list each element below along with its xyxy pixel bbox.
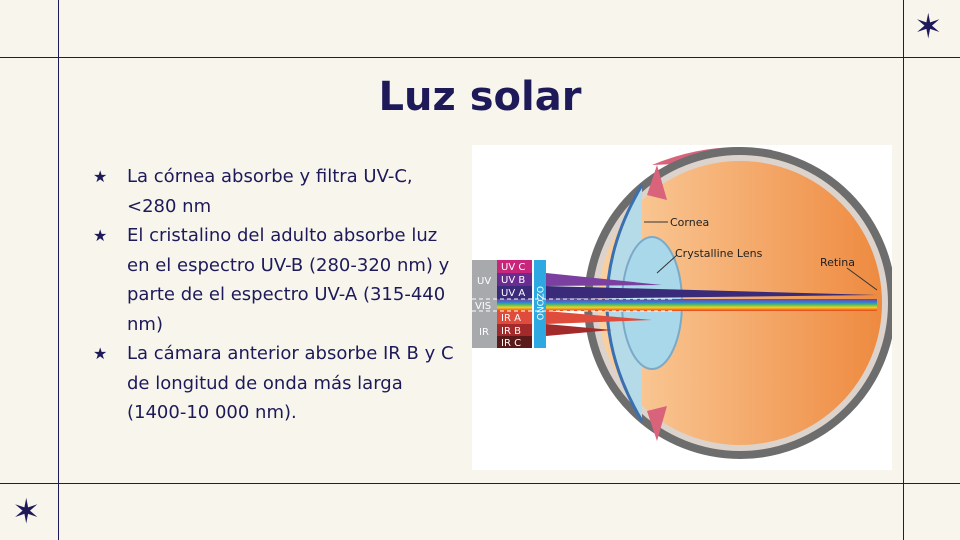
group-label: IR — [479, 327, 489, 338]
band-label: UV C — [501, 262, 525, 273]
anatomy-labels: Cornea Crystalline Lens Retina — [644, 216, 878, 291]
star-icon: ★ — [93, 167, 108, 186]
star-icon: ✶ — [914, 7, 943, 47]
page-title: Luz solar — [378, 74, 582, 120]
group-label: UV — [477, 276, 491, 287]
bullet-text: El cristalino del adulto absorbe luz en … — [127, 225, 450, 335]
band-label: IR C — [501, 338, 521, 349]
bullet-text: La córnea absorbe y filtra UV-C, <280 nm — [127, 166, 413, 217]
list-item: ★ La córnea absorbe y filtra UV-C, <280 n… — [93, 162, 458, 221]
frame-line-top — [0, 57, 960, 58]
bullet-text: La cámara anterior absorbe IR B y C de l… — [127, 343, 454, 423]
light-bands: UV VIS IR UV C UV B UV A IR A IR B IR C … — [472, 260, 877, 349]
lens-label: Crystalline Lens — [675, 247, 763, 260]
frame-line-right — [903, 0, 904, 540]
band-label: IR A — [501, 313, 521, 324]
list-item: ★ El cristalino del adulto absorbe luz en… — [93, 221, 458, 339]
list-item: ★ La cámara anterior absorbe IR B y C de … — [93, 339, 458, 428]
bullet-list: ★ La córnea absorbe y filtra UV-C, <280 n… — [93, 162, 458, 428]
frame-line-left — [58, 0, 59, 540]
band-label: UV B — [501, 275, 525, 286]
cornea-label: Cornea — [670, 216, 709, 229]
band-label: UV A — [501, 288, 525, 299]
star-icon: ✶ — [12, 492, 41, 532]
ozone-label: OZONO — [534, 286, 544, 320]
retina-label: Retina — [820, 256, 855, 269]
star-icon: ★ — [93, 344, 108, 363]
band-label: IR B — [501, 326, 521, 337]
group-label: VIS — [475, 301, 491, 312]
star-icon: ★ — [93, 226, 108, 245]
eye-diagram: UV VIS IR UV C UV B UV A IR A IR B IR C … — [472, 145, 896, 470]
frame-line-bottom — [0, 483, 960, 484]
